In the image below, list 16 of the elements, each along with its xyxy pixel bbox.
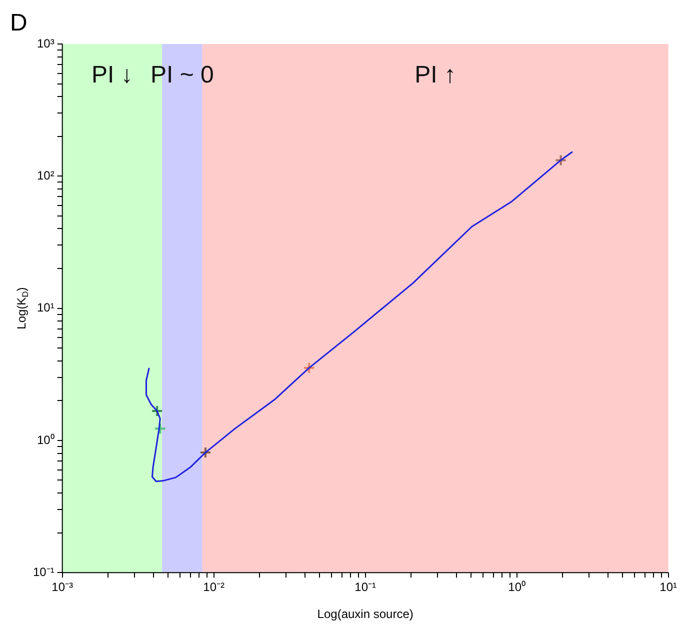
y-tick-label: 10⁰ [36, 432, 54, 447]
y-tick-label: 10³ [37, 36, 54, 50]
y-axis-title: Log(KD) [14, 287, 30, 330]
y-tick-label: 10² [37, 168, 54, 182]
band-label: PI ~ 0 [150, 62, 214, 89]
y-tick-label: 10⁻¹ [33, 564, 54, 579]
y-tick-label: 10¹ [37, 300, 54, 315]
band-label: PI ↓ [92, 62, 133, 89]
x-tick-label: 10⁻² [203, 580, 225, 594]
chart-title: D [10, 10, 28, 37]
x-tick-label: 10⁻¹ [354, 580, 376, 594]
band-label: PI ↑ [414, 62, 456, 89]
x-tick-label: 10⁻³ [52, 580, 74, 594]
x-axis-title: Log(auxin source) [317, 606, 414, 621]
x-tick-label: 10⁰ [508, 580, 526, 594]
x-tick-label: 10¹ [660, 580, 678, 594]
